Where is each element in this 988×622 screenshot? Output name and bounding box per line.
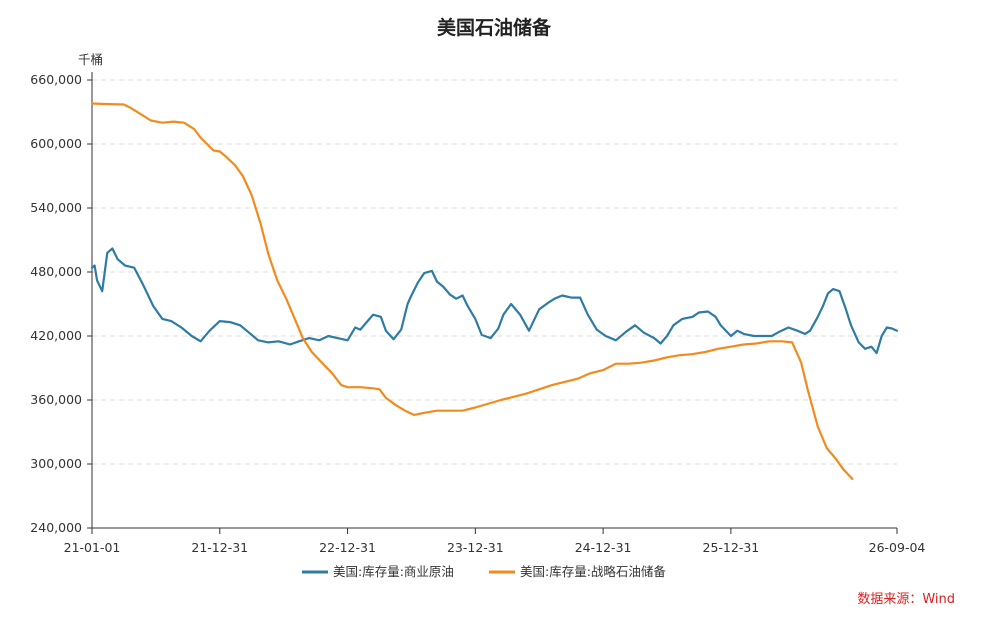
x-tick-label: 26-09-04	[869, 540, 926, 555]
x-tick-label: 21-01-01	[64, 540, 121, 555]
y-tick-label: 360,000	[30, 392, 82, 407]
x-tick-label: 23-12-31	[447, 540, 504, 555]
axes: 240,000 300,000 360,000 420,000 480,000 540,0…	[30, 72, 925, 555]
series-line-2	[90, 102, 854, 480]
x-tick-label: 21-12-31	[191, 540, 248, 555]
y-tick-label: 540,000	[30, 200, 82, 215]
y-tick-label: 660,000	[30, 72, 82, 87]
legend[interactable]: 美国:库存量:商业原油 美国:库存量:战略石油储备	[302, 564, 666, 579]
legend-label-2: 美国:库存量:战略石油储备	[520, 564, 666, 579]
y-axis-unit-label: 千桶	[78, 52, 103, 67]
y-tick-label: 420,000	[30, 328, 82, 343]
chart-title: 美国石油储备	[437, 16, 552, 39]
y-tick-label: 240,000	[30, 520, 82, 535]
x-tick-label: 22-12-31	[319, 540, 376, 555]
y-tick-label: 300,000	[30, 456, 82, 471]
series-line-1	[90, 247, 899, 355]
x-tick-label: 24-12-31	[575, 540, 632, 555]
gridlines	[92, 79, 897, 465]
y-tick-label: 480,000	[30, 264, 82, 279]
source-note: 数据来源：Wind	[857, 592, 955, 607]
x-tick-label: 25-12-31	[703, 540, 760, 555]
y-tick-label: 600,000	[30, 136, 82, 151]
legend-label-1: 美国:库存量:商业原油	[333, 564, 454, 579]
series-lines	[90, 102, 899, 480]
